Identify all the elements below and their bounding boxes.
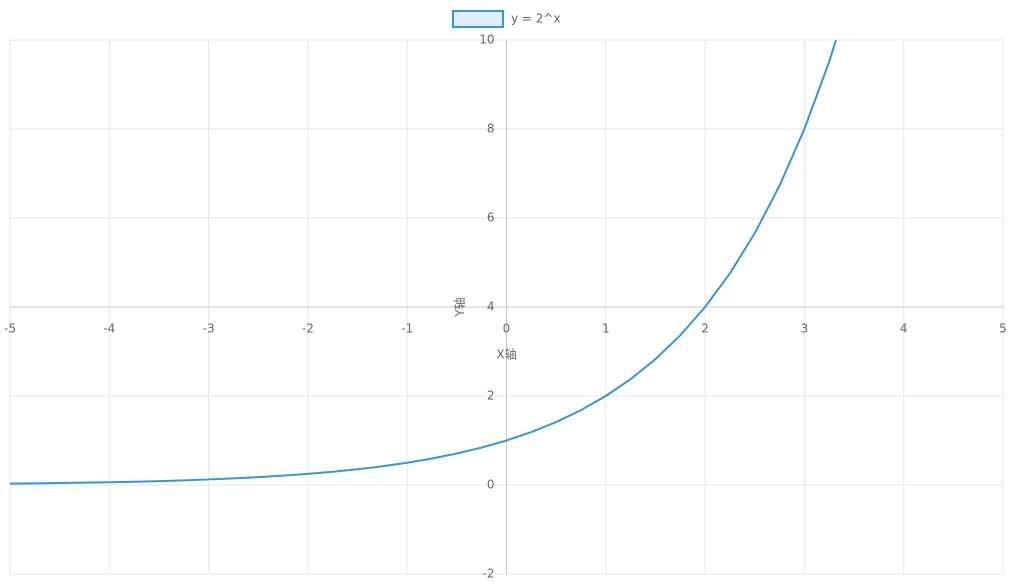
y-axis-title: Y轴 [452,297,467,317]
labels: -5 -4 -3 -2 -1 0 1 2 3 4 5 -2 0 2 4 6 8 10 X轴 Y轴 y = 2^x [4,10,1007,581]
x-tick-label: 3 [801,322,809,336]
y-tick-label: -2 [483,567,495,581]
x-tick-label: 4 [900,322,908,336]
x-tick-label: 1 [602,322,610,336]
y-tick-label: 2 [487,389,495,403]
plot-area [10,40,837,485]
y-tick-label: 4 [487,300,495,314]
x-tick-label: 2 [701,322,709,336]
y-tick-label: 10 [479,33,494,47]
legend-swatch [452,10,504,28]
legend-label: y = 2^x [511,12,561,26]
x-tick-label: -1 [401,322,413,336]
x-tick-label: 5 [999,322,1007,336]
x-tick-label: -5 [4,322,16,336]
x-tick-label: -4 [103,322,115,336]
y-tick-label: 8 [487,122,495,136]
y-tick-label: 6 [487,211,495,225]
data-line [10,40,837,485]
y-tick-label: 0 [487,478,495,492]
x-tick-label: -2 [302,322,314,336]
x-tick-label: -3 [203,322,215,336]
grid [9,39,1004,575]
x-tick-label: 0 [503,322,511,336]
x-axis-title: X轴 [496,347,516,362]
